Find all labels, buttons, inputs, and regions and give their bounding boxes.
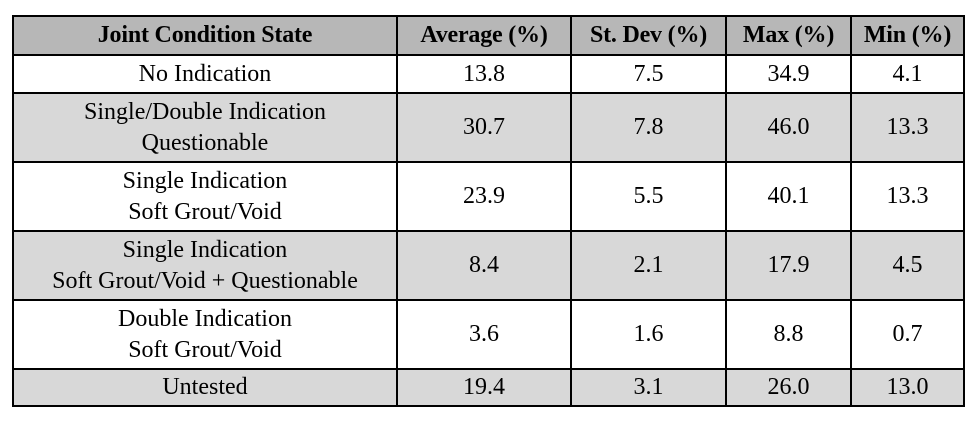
table-row: Untested 19.4 3.1 26.0 13.0 xyxy=(12,368,965,407)
min-cell: 13.3 xyxy=(850,161,965,232)
header-min: Min (%) xyxy=(850,15,965,56)
average-cell: 8.4 xyxy=(396,230,572,301)
table-row: Double Indication Soft Grout/Void 3.6 1.… xyxy=(12,299,965,370)
st-dev-cell: 7.8 xyxy=(570,92,727,163)
joint-condition-table: Joint Condition State Average (%) St. De… xyxy=(12,15,965,407)
table-row: Single Indication Soft Grout/Void 23.9 5… xyxy=(12,161,965,232)
state-line: Single Indication xyxy=(122,236,288,263)
average-cell: 23.9 xyxy=(396,161,572,232)
min-cell: 13.3 xyxy=(850,92,965,163)
st-dev-cell: 5.5 xyxy=(570,161,727,232)
min-cell: 4.1 xyxy=(850,54,965,94)
state-cell: Untested xyxy=(12,368,398,407)
state-line: Questionable xyxy=(141,129,269,156)
st-dev-cell: 3.1 xyxy=(570,368,727,407)
state-line: Double Indication xyxy=(118,305,292,332)
state-line: Soft Grout/Void xyxy=(128,198,282,225)
state-line: Soft Grout/Void xyxy=(128,336,282,363)
max-cell: 17.9 xyxy=(725,230,852,301)
state-cell: Single Indication Soft Grout/Void xyxy=(12,161,398,232)
state-cell: Single Indication Soft Grout/Void + Ques… xyxy=(12,230,398,301)
st-dev-cell: 7.5 xyxy=(570,54,727,94)
header-row: Joint Condition State Average (%) St. De… xyxy=(12,15,965,56)
state-cell: Double Indication Soft Grout/Void xyxy=(12,299,398,370)
state-line: Single/Double Indication xyxy=(84,98,326,125)
table-row: Single/Double Indication Questionable 30… xyxy=(12,92,965,163)
min-cell: 4.5 xyxy=(850,230,965,301)
header-average: Average (%) xyxy=(396,15,572,56)
header-joint-condition-state: Joint Condition State xyxy=(12,15,398,56)
state-line: Soft Grout/Void + Questionable xyxy=(52,267,358,294)
st-dev-cell: 1.6 xyxy=(570,299,727,370)
state-cell: Single/Double Indication Questionable xyxy=(12,92,398,163)
st-dev-cell: 2.1 xyxy=(570,230,727,301)
average-cell: 30.7 xyxy=(396,92,572,163)
average-cell: 3.6 xyxy=(396,299,572,370)
state-cell: No Indication xyxy=(12,54,398,94)
state-line: Single Indication xyxy=(122,167,288,194)
average-cell: 13.8 xyxy=(396,54,572,94)
max-cell: 8.8 xyxy=(725,299,852,370)
table-row: No Indication 13.8 7.5 34.9 4.1 xyxy=(12,54,965,94)
max-cell: 40.1 xyxy=(725,161,852,232)
max-cell: 26.0 xyxy=(725,368,852,407)
header-st-dev: St. Dev (%) xyxy=(570,15,727,56)
header-max: Max (%) xyxy=(725,15,852,56)
max-cell: 46.0 xyxy=(725,92,852,163)
max-cell: 34.9 xyxy=(725,54,852,94)
min-cell: 0.7 xyxy=(850,299,965,370)
min-cell: 13.0 xyxy=(850,368,965,407)
state-line: No Indication xyxy=(138,60,272,87)
average-cell: 19.4 xyxy=(396,368,572,407)
state-line: Untested xyxy=(162,374,248,400)
table-row: Single Indication Soft Grout/Void + Ques… xyxy=(12,230,965,301)
